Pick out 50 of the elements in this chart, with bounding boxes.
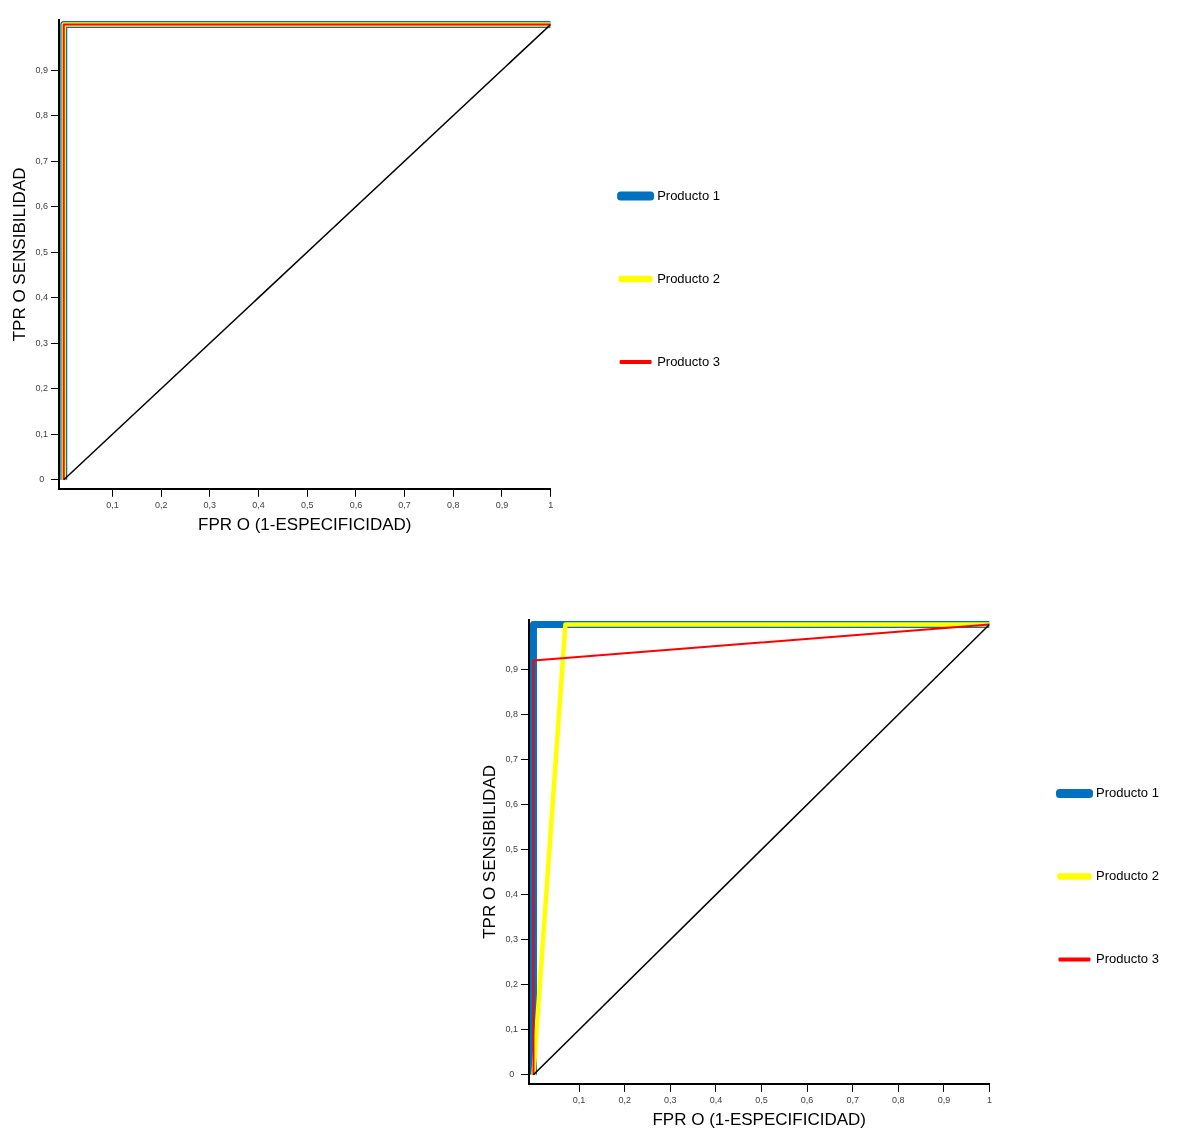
y-tick-label: 0 — [39, 474, 45, 485]
legend-label: Producto 2 — [1096, 868, 1159, 884]
y-tick-label: 0,4 — [35, 292, 48, 303]
y-tick-label: 0,2 — [35, 383, 48, 394]
x-tick-label: 0,7 — [846, 1094, 859, 1105]
x-tick-label: 0,6 — [349, 499, 363, 510]
y-tick-label: 0,3 — [35, 337, 48, 348]
y-axis-title: TPR O SENSIBILIDAD — [9, 167, 29, 342]
y-tick-label: 0,7 — [35, 155, 48, 166]
y-tick-label: 0,2 — [505, 979, 518, 990]
x-axis-title: FPR O (1-ESPECIFICIDAD) — [198, 515, 412, 535]
y-tick-label: 0,5 — [35, 246, 48, 257]
y-tick-label: 0,5 — [505, 844, 518, 855]
x-tick-label: 0,2 — [618, 1094, 631, 1105]
y-tick-label: 0,9 — [35, 64, 48, 75]
y-tick-label: 0 — [509, 1069, 515, 1080]
x-tick-label: 0,4 — [252, 499, 265, 510]
y-tick-label: 0,6 — [35, 201, 48, 212]
x-tick-label: 0,4 — [709, 1094, 723, 1105]
legend-label: Producto 3 — [1096, 951, 1159, 967]
x-tick-label: 0,3 — [203, 499, 217, 510]
x-tick-label: 0,5 — [755, 1094, 768, 1105]
x-tick-label: 0,1 — [106, 499, 119, 510]
y-axis-title: TPR O SENSIBILIDAD — [479, 764, 499, 939]
y-tick-label: 0,8 — [505, 709, 518, 720]
y-tick-label: 0,8 — [35, 110, 48, 121]
x-tick-label: 0,7 — [398, 499, 411, 510]
legend-label: Producto 3 — [657, 353, 720, 369]
y-tick-label: 0,6 — [505, 799, 518, 810]
x-tick-label: 0,5 — [300, 499, 314, 510]
x-tick-label: 0,1 — [572, 1094, 586, 1105]
x-tick-label: 0,8 — [447, 499, 460, 510]
x-tick-label: 1 — [986, 1094, 993, 1105]
legend-label: Producto 2 — [657, 270, 720, 286]
y-tick-label: 0,4 — [505, 889, 518, 900]
legend-label: Producto 1 — [657, 187, 720, 203]
legend-label: Producto 1 — [1096, 785, 1159, 801]
y-tick-label: 0,9 — [505, 664, 518, 675]
x-tick-label: 0,3 — [664, 1094, 677, 1105]
y-tick-label: 0,3 — [505, 934, 518, 945]
x-tick-label: 0,6 — [800, 1094, 814, 1105]
y-tick-label: 0,1 — [35, 428, 48, 439]
x-tick-label: 0,2 — [154, 499, 168, 510]
x-tick-label: 0,9 — [937, 1094, 951, 1105]
y-tick-label: 0,7 — [505, 754, 518, 765]
x-tick-label: 0,9 — [495, 499, 509, 510]
x-tick-label: 1 — [548, 499, 554, 510]
x-axis-title: FPR O (1-ESPECIFICIDAD) — [652, 1110, 866, 1130]
y-tick-label: 0,1 — [505, 1024, 518, 1035]
x-tick-label: 0,8 — [892, 1094, 905, 1105]
